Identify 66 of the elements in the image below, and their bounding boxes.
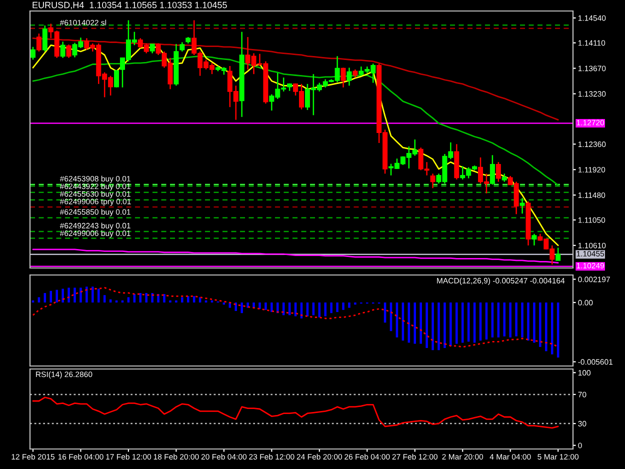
bar [127, 297, 130, 303]
bar [336, 302, 338, 312]
candlestick [556, 247, 561, 262]
candlestick [36, 32, 42, 52]
bar [414, 302, 416, 344]
bar [515, 302, 518, 336]
bar [186, 296, 190, 303]
bar [234, 302, 237, 311]
bar [56, 290, 58, 303]
candlestick [496, 161, 501, 182]
candlestick [180, 42, 185, 52]
bar [38, 297, 40, 303]
bar [438, 302, 440, 350]
bar [420, 302, 422, 344]
bar [145, 292, 148, 303]
bar [97, 288, 100, 303]
bar [151, 292, 154, 303]
line-series [32, 396, 559, 429]
bar [240, 302, 243, 314]
bar [527, 302, 530, 341]
bar [258, 302, 261, 309]
line-series [32, 287, 559, 348]
bar [330, 302, 332, 314]
bar [175, 300, 178, 303]
bar [533, 302, 536, 343]
bar [163, 294, 166, 303]
bar [86, 286, 88, 303]
bar [92, 286, 94, 303]
bar [450, 302, 452, 346]
bar [503, 302, 506, 336]
bar [74, 288, 76, 303]
candlestick [490, 154, 495, 186]
candlestick [346, 67, 352, 86]
candlestick [60, 41, 66, 59]
bar [68, 288, 70, 303]
bar [444, 302, 446, 348]
bar [509, 302, 512, 338]
candlestick [532, 233, 537, 246]
bar [348, 302, 350, 308]
bar [539, 302, 542, 347]
line-series [32, 248, 559, 264]
bar [456, 302, 458, 344]
chart-title: EURUSD,H4 1.10354 1.10565 1.10353 1.10455 [32, 2, 227, 10]
bar [324, 302, 326, 316]
bar [270, 302, 273, 312]
bar [426, 302, 428, 348]
bar [169, 300, 172, 303]
bar [181, 297, 184, 303]
bar [192, 296, 196, 303]
bar [545, 302, 548, 352]
candlestick [520, 197, 525, 214]
candlestick [42, 24, 48, 52]
bar [62, 288, 64, 303]
bar [264, 302, 267, 310]
bar [342, 302, 344, 310]
candlestick [430, 173, 436, 189]
bar [276, 302, 279, 314]
candlestick [340, 67, 346, 88]
bar [80, 288, 82, 303]
bar [521, 302, 524, 338]
candlestick [30, 46, 36, 60]
candlestick [66, 44, 72, 59]
candlestick [114, 69, 120, 88]
bar [432, 302, 434, 350]
bar [103, 295, 106, 303]
candlestick [150, 43, 155, 54]
